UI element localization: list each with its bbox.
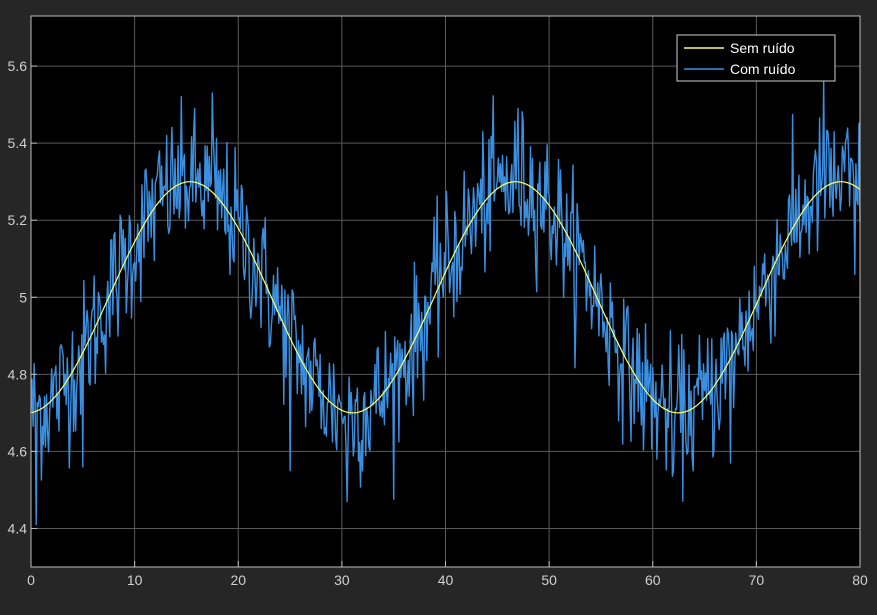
x-tick-label: 0	[27, 572, 35, 588]
x-tick-label: 50	[541, 572, 557, 588]
x-tick-label: 80	[852, 572, 868, 588]
x-tick-label: 10	[127, 572, 143, 588]
y-tick-label: 5	[19, 289, 27, 305]
legend-label: Sem ruído	[730, 40, 795, 56]
y-tick-label: 5.4	[8, 135, 28, 151]
legend-label: Com ruído	[730, 61, 796, 77]
y-tick-label: 4.4	[8, 520, 28, 536]
y-tick-label: 4.6	[8, 443, 28, 459]
series-sem-ruido-line	[30, 181, 861, 414]
x-tick-label: 20	[230, 572, 246, 588]
x-tick-label: 60	[645, 572, 661, 588]
y-tick-label: 5.2	[8, 212, 28, 228]
y-tick-label: 5.6	[8, 58, 28, 74]
legend-box	[676, 34, 836, 82]
x-tick-label: 40	[438, 572, 454, 588]
y-tick-label: 4.8	[8, 366, 28, 382]
x-tick-label: 30	[334, 572, 350, 588]
x-tick-label: 70	[749, 572, 765, 588]
series-com-ruido-line	[30, 80, 861, 526]
